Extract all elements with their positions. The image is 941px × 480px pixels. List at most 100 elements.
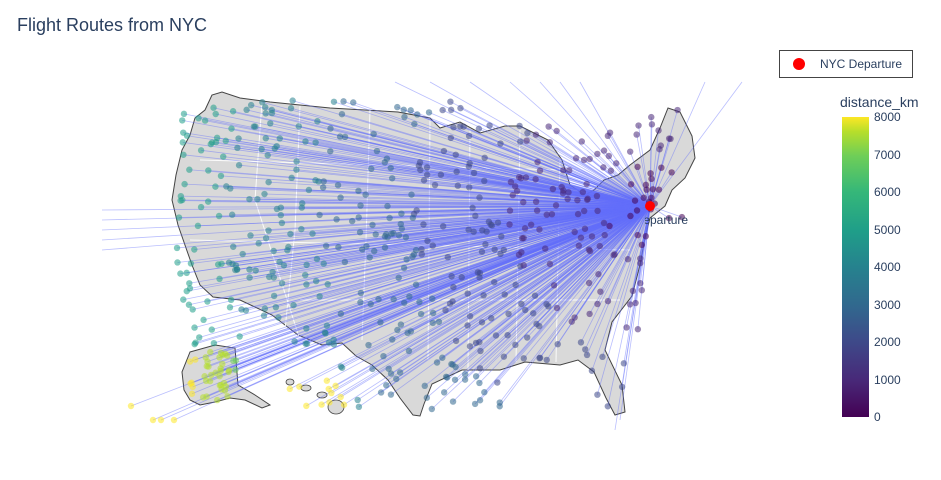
airport-marker[interactable] bbox=[586, 310, 593, 318]
airport-marker[interactable] bbox=[357, 202, 364, 209]
airport-marker[interactable] bbox=[270, 292, 278, 300]
airport-marker[interactable] bbox=[600, 147, 608, 154]
airport-marker[interactable] bbox=[476, 269, 484, 277]
airport-marker[interactable] bbox=[324, 281, 331, 288]
airport-marker[interactable] bbox=[217, 172, 225, 180]
airport-marker[interactable] bbox=[207, 348, 214, 356]
airport-marker[interactable] bbox=[127, 402, 135, 410]
airport-marker[interactable] bbox=[355, 187, 362, 195]
airport-marker[interactable] bbox=[428, 405, 436, 413]
airport-marker[interactable] bbox=[340, 98, 347, 105]
airport-marker[interactable] bbox=[260, 312, 268, 319]
airport-marker[interactable] bbox=[623, 324, 630, 331]
airport-marker[interactable] bbox=[649, 186, 657, 193]
airport-marker[interactable] bbox=[303, 261, 310, 269]
airport-marker[interactable] bbox=[458, 274, 465, 281]
airport-marker[interactable] bbox=[565, 189, 572, 196]
airport-marker[interactable] bbox=[313, 255, 321, 263]
airport-marker[interactable] bbox=[488, 315, 495, 322]
airport-marker[interactable] bbox=[523, 137, 530, 144]
airport-marker[interactable] bbox=[409, 214, 417, 222]
airport-marker[interactable] bbox=[246, 274, 253, 281]
airport-marker[interactable] bbox=[560, 167, 567, 174]
airport-marker[interactable] bbox=[228, 211, 236, 218]
airport-marker[interactable] bbox=[648, 113, 655, 121]
airport-marker[interactable] bbox=[457, 123, 464, 130]
airport-marker[interactable] bbox=[491, 278, 498, 286]
airport-marker[interactable] bbox=[149, 416, 157, 424]
airport-marker[interactable] bbox=[665, 135, 673, 142]
airport-marker[interactable] bbox=[320, 260, 327, 267]
airport-marker[interactable] bbox=[214, 261, 222, 268]
airport-marker[interactable] bbox=[439, 106, 446, 114]
airport-marker[interactable] bbox=[293, 166, 300, 173]
airport-marker[interactable] bbox=[366, 254, 373, 261]
airport-marker[interactable] bbox=[522, 306, 529, 314]
airport-marker[interactable] bbox=[571, 228, 578, 236]
airport-marker[interactable] bbox=[262, 234, 270, 242]
airport-marker[interactable] bbox=[246, 266, 253, 273]
airport-marker[interactable] bbox=[321, 329, 329, 336]
airport-marker[interactable] bbox=[395, 232, 403, 239]
airport-marker[interactable] bbox=[348, 217, 356, 225]
airport-marker[interactable] bbox=[440, 147, 448, 155]
airport-marker[interactable] bbox=[233, 266, 241, 273]
airport-marker[interactable] bbox=[235, 162, 243, 169]
airport-marker[interactable] bbox=[332, 382, 339, 390]
airport-marker[interactable] bbox=[275, 314, 282, 321]
airport-marker[interactable] bbox=[199, 394, 207, 401]
airport-marker[interactable] bbox=[312, 139, 319, 146]
airport-marker[interactable] bbox=[634, 231, 641, 239]
airport-marker[interactable] bbox=[291, 338, 298, 345]
airport-marker[interactable] bbox=[504, 331, 511, 339]
airport-marker[interactable] bbox=[334, 181, 342, 189]
airport-marker[interactable] bbox=[655, 127, 662, 134]
airport-marker[interactable] bbox=[524, 129, 531, 137]
airport-marker[interactable] bbox=[270, 247, 277, 255]
airport-marker[interactable] bbox=[637, 255, 644, 262]
airport-marker[interactable] bbox=[571, 314, 578, 321]
airport-marker[interactable] bbox=[586, 247, 594, 255]
airport-marker[interactable] bbox=[259, 99, 266, 106]
airport-marker[interactable] bbox=[476, 397, 484, 404]
airport-marker[interactable] bbox=[189, 383, 196, 391]
airport-marker[interactable] bbox=[295, 123, 302, 130]
airport-marker[interactable] bbox=[254, 195, 261, 203]
airport-marker[interactable] bbox=[234, 144, 241, 152]
airport-marker[interactable] bbox=[496, 399, 503, 406]
airport-marker[interactable] bbox=[336, 133, 344, 140]
airport-marker[interactable] bbox=[536, 226, 543, 233]
airport-marker[interactable] bbox=[186, 358, 194, 365]
airport-marker[interactable] bbox=[470, 169, 478, 177]
airport-marker[interactable] bbox=[582, 346, 589, 353]
airport-marker[interactable] bbox=[665, 214, 673, 222]
airport-marker[interactable] bbox=[492, 332, 500, 339]
airport-marker[interactable] bbox=[657, 142, 665, 149]
airport-marker[interactable] bbox=[439, 223, 447, 230]
airport-marker[interactable] bbox=[658, 164, 665, 171]
airport-marker[interactable] bbox=[465, 132, 473, 140]
airport-marker[interactable] bbox=[594, 207, 601, 215]
airport-marker[interactable] bbox=[452, 363, 459, 371]
airport-marker[interactable] bbox=[341, 133, 349, 141]
airport-marker[interactable] bbox=[505, 310, 512, 318]
airport-marker[interactable] bbox=[521, 225, 529, 232]
airport-marker[interactable] bbox=[362, 191, 369, 198]
airport-marker[interactable] bbox=[634, 163, 641, 171]
airport-marker[interactable] bbox=[213, 134, 221, 142]
airport-marker[interactable] bbox=[588, 233, 596, 240]
airport-marker[interactable] bbox=[280, 262, 288, 269]
airport-marker[interactable] bbox=[327, 148, 334, 155]
airport-marker[interactable] bbox=[217, 367, 224, 374]
airport-marker[interactable] bbox=[197, 147, 205, 154]
airport-marker[interactable] bbox=[214, 396, 221, 404]
airport-marker[interactable] bbox=[226, 304, 234, 311]
airport-marker[interactable] bbox=[309, 230, 316, 237]
airport-marker[interactable] bbox=[401, 299, 408, 306]
airport-marker[interactable] bbox=[383, 382, 390, 389]
airport-marker[interactable] bbox=[440, 389, 448, 396]
airport-marker[interactable] bbox=[580, 207, 588, 215]
airport-marker[interactable] bbox=[318, 401, 325, 408]
airport-marker[interactable] bbox=[471, 400, 479, 408]
airport-marker[interactable] bbox=[668, 169, 675, 176]
